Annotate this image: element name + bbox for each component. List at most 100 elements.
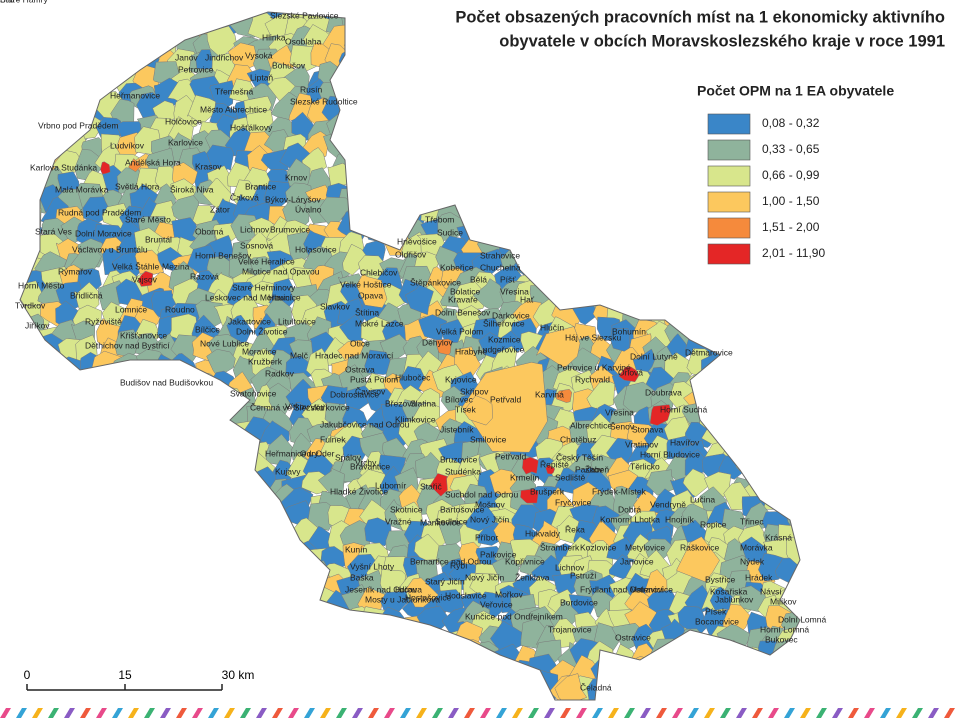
- municipality: [533, 129, 567, 155]
- municipality: [403, 134, 428, 163]
- municipality: [112, 587, 139, 616]
- place-label: Býkov-Láryšov: [265, 194, 321, 204]
- municipality: [358, 202, 388, 233]
- stripe-dash: [0, 708, 11, 718]
- municipality: [551, 161, 582, 190]
- municipality: [585, 62, 613, 93]
- municipality: [243, 602, 277, 629]
- municipality: [716, 313, 749, 344]
- municipality: [155, 387, 185, 415]
- place-label: Morávka: [740, 542, 773, 552]
- place-label: Děthichov nad Bystřicí: [85, 340, 170, 350]
- place-label: Jistebník: [440, 424, 474, 434]
- place-label: Lichnov: [555, 562, 585, 572]
- municipality: [377, 41, 407, 70]
- place-label: Třebom: [425, 214, 454, 224]
- place-label: Jakubčovice nad Odrou: [320, 419, 410, 429]
- place-label: Petřvald: [495, 451, 526, 461]
- municipality: [649, 201, 680, 235]
- municipality: [40, 470, 71, 501]
- municipality: [413, 64, 444, 91]
- municipality: [457, 45, 485, 76]
- place-label: Vendryně: [650, 499, 686, 509]
- place-label: Bílá: [0, 0, 15, 4]
- stripe-dash: [544, 708, 555, 718]
- municipality: [642, 227, 676, 257]
- place-label: Dobrá: [618, 504, 641, 514]
- municipality: [91, 647, 121, 679]
- municipality: [72, 26, 105, 56]
- municipality: [250, 642, 280, 672]
- place-label: Moravice: [242, 346, 277, 356]
- place-label: Větřkovice: [310, 402, 350, 412]
- municipality: [491, 113, 521, 141]
- place-label: Ludgeřovice: [478, 344, 525, 354]
- municipality: [355, 273, 388, 308]
- municipality: [100, 161, 111, 175]
- municipality: [81, 536, 108, 567]
- municipality: [78, 438, 106, 466]
- place-label: Bruntál: [145, 234, 172, 244]
- municipality: [764, 331, 793, 364]
- municipality: [92, 15, 126, 39]
- place-label: Palkovice: [480, 549, 517, 559]
- municipality: [195, 49, 213, 70]
- place-label: Bolatice: [450, 286, 481, 296]
- municipality: [36, 450, 68, 482]
- municipality: [20, 78, 44, 112]
- municipality: [679, 101, 707, 134]
- municipality: [429, 473, 448, 497]
- municipality: [345, 12, 371, 25]
- municipality: [666, 61, 694, 96]
- municipality: [478, 63, 511, 93]
- municipality: [497, 136, 526, 168]
- municipality: [376, 167, 407, 199]
- municipality: [704, 50, 730, 82]
- place-label: Metylovice: [625, 542, 665, 552]
- municipality: [382, 31, 410, 61]
- place-label: Píšť: [500, 274, 516, 284]
- municipality: [645, 121, 674, 148]
- place-label: Fulnek: [320, 434, 346, 444]
- place-label: Křišťanovice: [120, 330, 167, 340]
- municipality: [227, 594, 262, 627]
- municipality: [25, 457, 53, 489]
- municipality: [55, 12, 84, 35]
- stripe-dash: [832, 708, 843, 718]
- place-label: Melč: [290, 350, 309, 360]
- municipality: [537, 58, 566, 91]
- municipality: [42, 436, 71, 465]
- municipality: [510, 60, 541, 89]
- municipality: [626, 73, 658, 101]
- municipality: [566, 114, 596, 145]
- municipality: [526, 144, 556, 177]
- municipality: [604, 657, 633, 683]
- municipality: [229, 462, 257, 489]
- place-label: Dolní Lomná: [778, 614, 826, 624]
- municipality: [604, 218, 638, 252]
- municipality: [474, 150, 503, 180]
- municipality: [139, 12, 170, 28]
- place-label: Šilheřovice: [483, 318, 525, 328]
- municipality: [548, 201, 579, 235]
- municipality: [186, 475, 212, 500]
- municipality: [337, 621, 371, 653]
- municipality: [118, 421, 147, 455]
- municipality: [209, 556, 239, 584]
- municipality: [401, 678, 425, 700]
- municipality: [77, 655, 106, 683]
- municipality: [281, 675, 312, 700]
- municipality: [88, 418, 118, 449]
- place-label: Opava: [358, 290, 383, 300]
- place-label: Vřesina: [500, 286, 529, 296]
- municipality: [398, 640, 433, 673]
- place-label: Horní Bludovice: [640, 449, 700, 459]
- municipality: [401, 77, 428, 108]
- municipality: [375, 13, 409, 42]
- municipality: [783, 392, 800, 421]
- municipality: [736, 338, 767, 368]
- stripe-dash: [912, 708, 923, 718]
- municipality: [20, 451, 23, 482]
- municipality: [780, 261, 800, 295]
- municipality: [170, 519, 201, 551]
